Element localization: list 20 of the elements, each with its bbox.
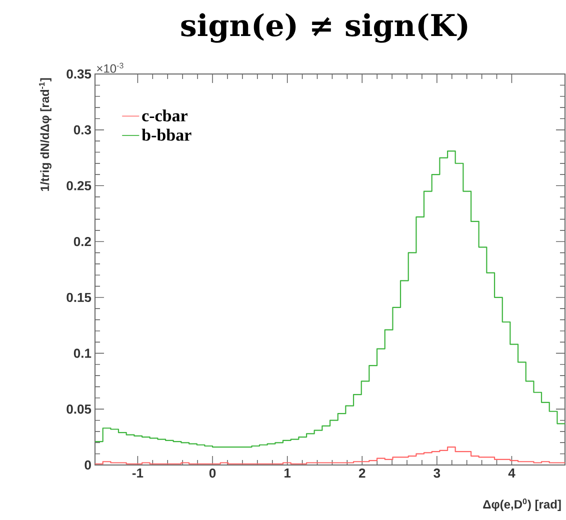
y-tick-label: 0.2 [74,236,91,246]
y-tick-label: 0.15 [66,292,92,302]
x-tick-label: 4 [508,468,516,478]
y-tick-label: 0.1 [74,348,92,358]
y-tick-label: 0 [84,460,91,470]
x-tick-label: -1 [132,468,144,478]
text: ×10$^{-3}$ [97,62,124,73]
x-tick-label: 3 [434,468,440,478]
x-axis-title: Δφ(e,D$^{0}$) [rad] [483,498,561,511]
y-tick-label: 0.3 [74,125,91,134]
x-tick-label: 0 [209,468,216,478]
legend-label: b-bbar [142,128,192,141]
y-axis-title: 1/trig dN/dΔφ [rad$^{-1}$] [39,78,52,191]
y-tick-label: 0.05 [66,404,92,414]
x-tick-label: 1 [284,468,291,478]
x-tick-label: 2 [358,468,366,478]
y-tick-label: 0.25 [66,181,92,190]
legend-label: c-cbar [142,109,188,122]
chart-title: sign(e) ≠ sign(K) [181,13,468,43]
y-tick-label: 0.35 [66,69,92,79]
